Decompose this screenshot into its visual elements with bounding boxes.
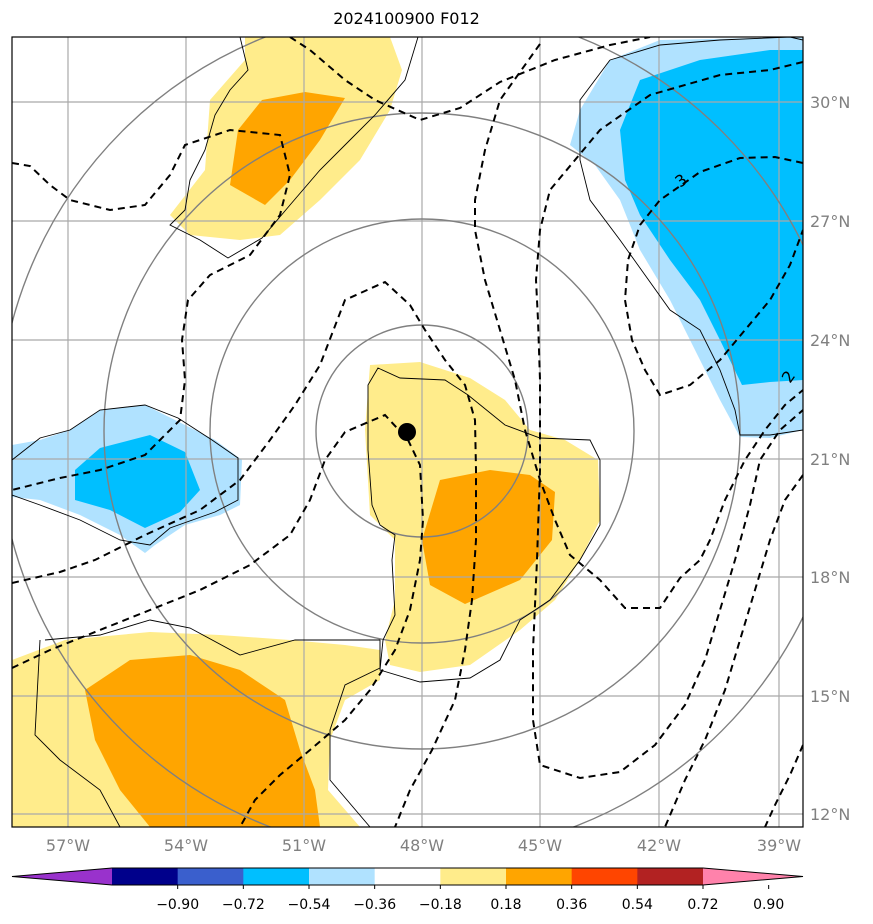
dashed-contours [12, 37, 803, 827]
colorbar-swatch [243, 868, 310, 885]
colorbar-tick-label: −0.36 [353, 897, 396, 913]
colorbar-swatch [571, 868, 638, 885]
lon-label: 39°W [757, 836, 801, 855]
colorbar-swatch [112, 868, 179, 885]
colorbar-swatch [309, 868, 376, 885]
dashed-contour [12, 280, 477, 827]
lat-label: 24°N [810, 331, 850, 350]
solid-contour [579, 37, 803, 436]
dashed-contour [532, 61, 803, 780]
colorbar-swatch [177, 868, 244, 885]
range-ring [209, 218, 635, 644]
colorbar-tick-label: −0.54 [288, 897, 331, 913]
lat-label: 15°N [810, 687, 850, 706]
colorbar-swatch [506, 868, 573, 885]
solid-contours [12, 37, 803, 827]
dashed-contour [764, 744, 803, 827]
lon-label: 48°W [400, 836, 444, 855]
dashed-contour [12, 128, 292, 491]
positive-anomaly-shading [422, 470, 555, 604]
colorbar-tick-label: 0.54 [622, 897, 653, 913]
dashed-contour [474, 43, 803, 609]
lat-label: 18°N [810, 568, 850, 587]
storm-center-marker [398, 423, 416, 441]
positive-anomaly-shading [230, 92, 345, 205]
lon-label: 42°W [637, 836, 681, 855]
colorbar-outline [11, 867, 804, 886]
colorbar-tick-label: −0.18 [419, 897, 462, 913]
range-ring [103, 112, 741, 750]
dashed-contour [623, 155, 803, 397]
colorbar-swatch [440, 868, 507, 885]
lon-label: 51°W [282, 836, 326, 855]
map-title: 2024100900 F012 [333, 9, 480, 28]
longitude-labels: 57°W 54°W 51°W 48°W 45°W 42°W 39°W [46, 836, 801, 855]
shading-layer [12, 37, 803, 827]
colorbar: −0.90 −0.72 −0.54 −0.36 −0.18 0.18 0.36 0.54 0.7… [11, 867, 804, 913]
colorbar-tick-label: 0.90 [753, 897, 784, 913]
map-area [12, 37, 803, 827]
lat-label: 27°N [810, 212, 850, 231]
range-rings [12, 37, 803, 827]
solid-contour [367, 367, 601, 683]
solid-contour [34, 619, 381, 827]
colorbar-tick-label: 0.72 [687, 897, 718, 913]
colorbar-swatch [637, 868, 704, 885]
colorbar-extend-high [703, 868, 803, 885]
lat-label: 12°N [810, 805, 850, 824]
colorbar-tick-label: −0.90 [156, 897, 199, 913]
lat-label: 21°N [810, 450, 850, 469]
lon-label: 54°W [164, 836, 208, 855]
map-frame [11, 36, 804, 828]
colorbar-tick-label: 0.36 [556, 897, 587, 913]
solid-contour [12, 404, 239, 546]
lat-label: 30°N [810, 93, 850, 112]
colorbar-extend-low [12, 868, 112, 885]
solid-contour [169, 37, 419, 259]
lon-label: 57°W [46, 836, 90, 855]
negative-anomaly-shading [620, 50, 803, 385]
colorbar-tick-label: −0.72 [222, 897, 265, 913]
latitude-labels: 30°N 27°N 24°N 21°N 18°N 15°N 12°N [810, 93, 850, 824]
lon-label: 45°W [518, 836, 562, 855]
colorbar-tick-label: 0.18 [490, 897, 521, 913]
positive-anomaly-shading [85, 655, 320, 827]
dashed-contour [664, 474, 803, 827]
colorbar-swatch [374, 868, 441, 885]
negative-anomaly-shading [75, 435, 200, 528]
